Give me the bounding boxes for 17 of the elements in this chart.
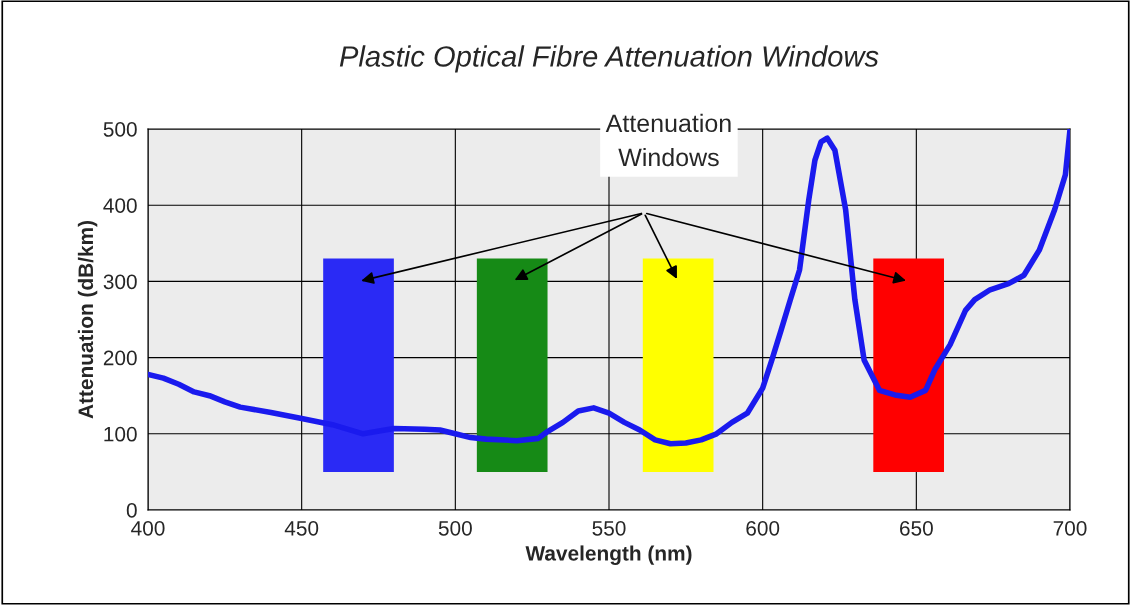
annotation: Attenuation Windows [605,113,731,167]
x-tick-label: 500 [438,520,472,536]
y-tick-label: 400 [103,198,137,213]
y-tick-label: 500 [103,122,137,137]
y-tick-label: 100 [104,426,137,442]
y-tick-label: 300 [103,274,137,290]
x-tick-label: 400 [131,520,165,536]
y-tick-label: 200 [103,350,137,366]
chart-title: Plastic Optical Fibre Attenuation Windows [339,45,879,73]
x-tick-label: 700 [1053,520,1087,536]
x-tick-label: 550 [592,520,626,536]
x-axis-title: Wavelength (nm) [525,545,692,565]
x-tick-label: 450 [284,520,319,536]
x-tick-label: 650 [900,520,933,536]
y-tick-label: 0 [126,503,137,518]
x-tick-label: 600 [746,520,780,536]
y-axis-title: Attenuation (dB/km) [77,221,98,419]
